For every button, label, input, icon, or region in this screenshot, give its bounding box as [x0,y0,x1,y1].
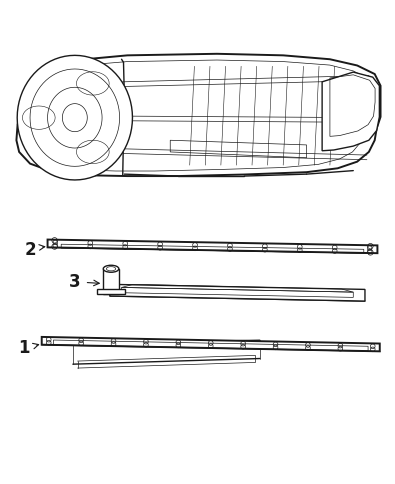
Polygon shape [97,289,125,294]
Polygon shape [17,55,380,177]
Polygon shape [47,240,378,254]
Text: 2: 2 [24,241,36,259]
Polygon shape [42,337,380,351]
Text: 3: 3 [69,272,81,290]
Ellipse shape [103,266,119,272]
Polygon shape [322,73,379,151]
Polygon shape [110,285,365,302]
Polygon shape [103,269,119,294]
Polygon shape [17,56,132,181]
Polygon shape [62,105,87,133]
Text: 1: 1 [19,339,30,357]
